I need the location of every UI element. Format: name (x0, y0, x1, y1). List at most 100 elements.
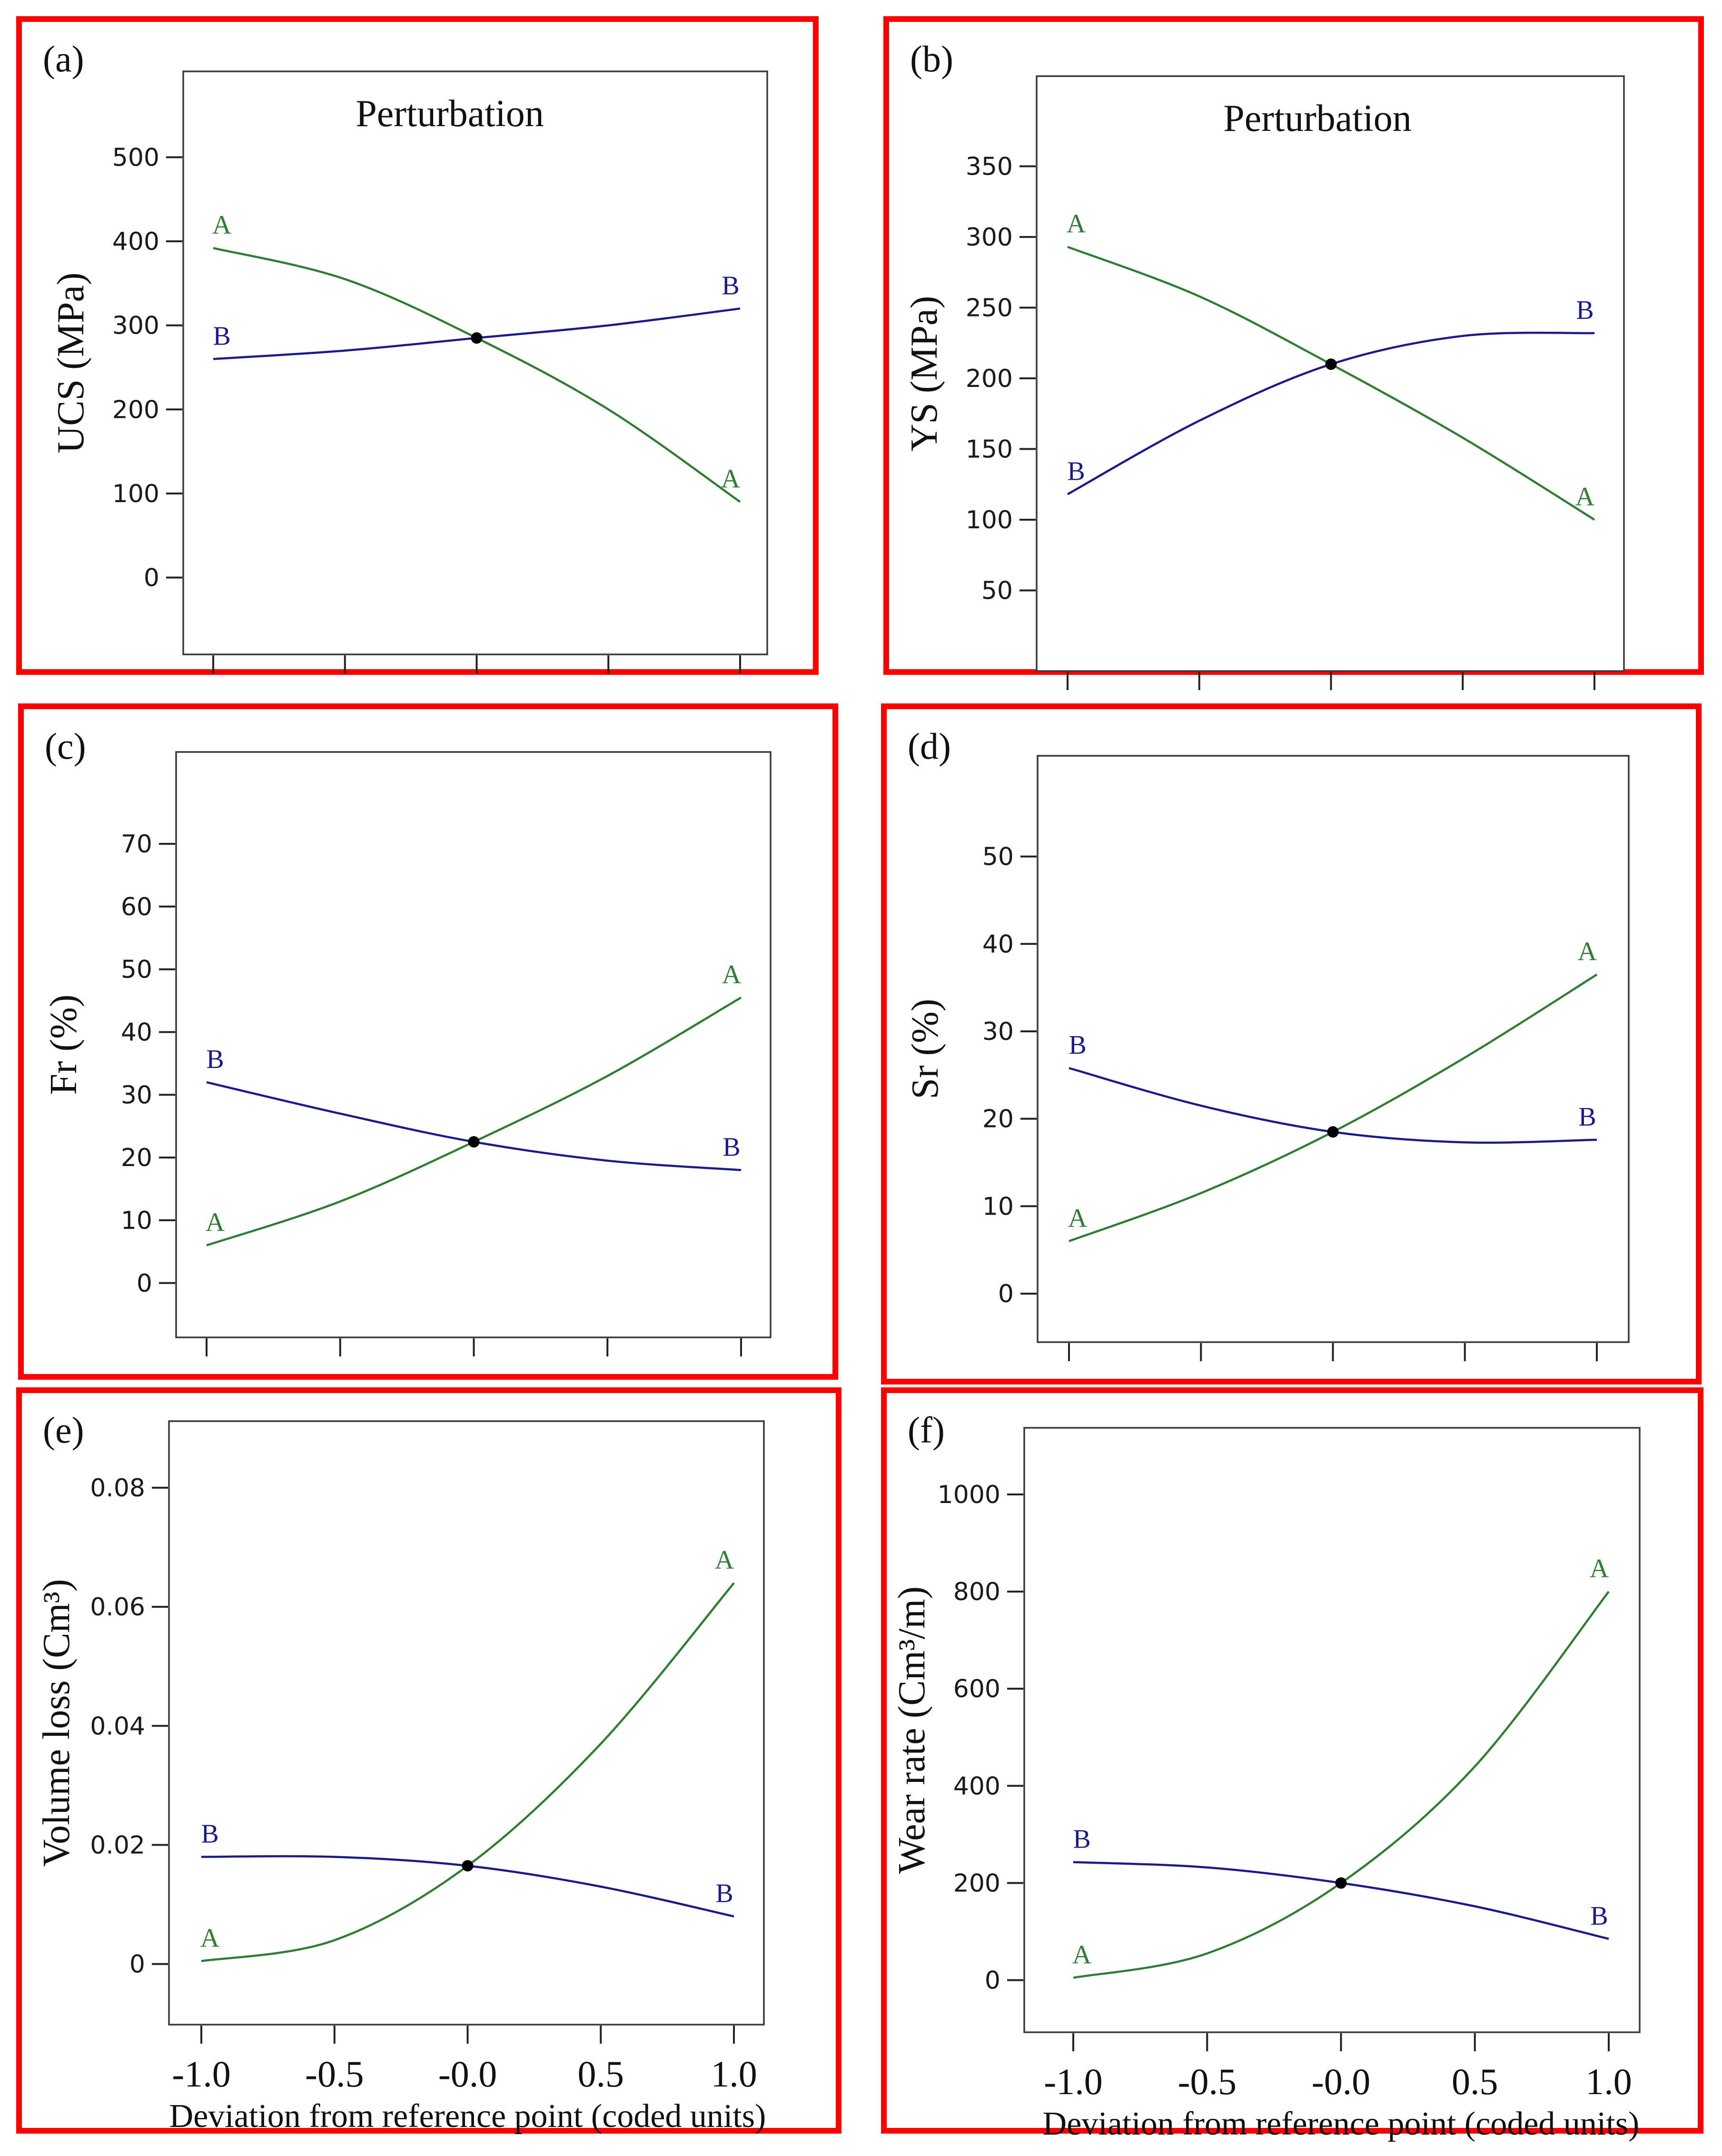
y-tick-label: 600 (953, 1675, 1000, 1703)
series-B-end-label: B (715, 1879, 733, 1909)
series-B-end-label: B (722, 271, 739, 300)
x-tick-label: -0.0 (1312, 2061, 1370, 2102)
reference-point (468, 1136, 480, 1148)
series-A-start-label: A (1067, 209, 1086, 239)
x-axis-label: Deviation from reference point (coded un… (1043, 2106, 1640, 2142)
y-tick-label: 0 (998, 1280, 1014, 1308)
reference-point (1325, 358, 1337, 370)
reference-point (1335, 1877, 1347, 1889)
y-tick-label: 0 (129, 1950, 145, 1979)
panel-c: (c) 0 10 20 30 40 50 60 70 Fr (%) A A B B (18, 703, 838, 1380)
y-tick-label: 300 (966, 223, 1013, 252)
y-tick-label: 20 (982, 1105, 1014, 1134)
y-tick-label: 400 (953, 1772, 1000, 1800)
y-tick-label: 40 (121, 1018, 152, 1047)
panel-frame (16, 1387, 841, 2134)
panel-label: (e) (43, 1409, 84, 1451)
plot-area (1023, 1427, 1641, 2033)
y-tick-label: 1000 (938, 1481, 1000, 1509)
plot-area (168, 1420, 765, 2026)
panel-a: (a) Perturbation 0 100 200 300 400 500 UCS (MPa)… (16, 16, 819, 675)
y-tick-label: 40 (982, 930, 1014, 959)
y-tick-label: 200 (953, 1869, 1000, 1898)
panel-label: (a) (43, 38, 84, 79)
chart-title: Perturbation (1223, 98, 1411, 139)
series-A-line (201, 1582, 735, 1962)
series-B-end-label: B (1576, 296, 1593, 325)
y-axis-label: Fr (%) (43, 994, 85, 1095)
plot-area (1036, 75, 1625, 672)
series-A-end-label: A (722, 960, 742, 989)
x-tick-label: -1.0 (172, 2053, 230, 2095)
reference-point (471, 332, 483, 344)
series-B-end-label: B (722, 1132, 740, 1162)
y-tick-label: 0 (137, 1269, 152, 1298)
y-tick-label: 250 (966, 294, 1013, 322)
series-A-start-label: A (206, 1208, 225, 1237)
chart-title: Perturbation (356, 93, 544, 135)
panel-frame (881, 1387, 1703, 2134)
plot-area (175, 751, 772, 1338)
x-tick-label: -1.0 (1044, 2061, 1102, 2102)
panel-label: (d) (908, 725, 951, 767)
panel-frame (881, 703, 1702, 1385)
panel-f: (f) 0 200 400 600 800 1000 -1.0 -0.5 -0.0 0.5 1.0 We… (881, 1387, 1703, 2142)
y-tick-label: 100 (966, 506, 1013, 534)
series-A-start-label: A (200, 1923, 220, 1953)
y-tick-label: 0 (985, 1967, 1000, 1995)
y-tick-label: 0.04 (90, 1712, 145, 1741)
series-A-start-label: A (212, 210, 232, 240)
y-tick-label: 100 (112, 480, 159, 508)
y-tick-label: 200 (966, 365, 1013, 393)
y-axis-label: Volume loss (Cm³) (36, 1579, 78, 1867)
y-tick-label: 50 (982, 843, 1014, 871)
y-tick-label: 0 (144, 564, 159, 593)
series-B-end-label: B (1590, 1901, 1608, 1931)
x-tick-label: 0.5 (578, 2053, 624, 2095)
y-tick-label: 10 (121, 1207, 152, 1235)
panel-frame (18, 703, 838, 1380)
x-axis-label: Deviation from reference point (coded un… (169, 2098, 766, 2135)
plot-area (1037, 755, 1630, 1343)
y-tick-label: 500 (112, 143, 159, 172)
series-A-end-label: A (1575, 482, 1595, 512)
y-tick-label: 350 (966, 152, 1013, 181)
panel-label: (c) (45, 725, 86, 767)
plot-area (182, 70, 768, 655)
series-B-end-label: B (1578, 1102, 1596, 1132)
series-A-line (1073, 1591, 1610, 1979)
x-tick-label: -0.5 (1178, 2061, 1237, 2102)
reference-point (462, 1860, 474, 1872)
reference-point (1327, 1126, 1339, 1138)
panel-frame (16, 16, 819, 675)
y-tick-label: 30 (982, 1018, 1014, 1046)
panel-d: (d) 0 10 20 30 40 50 Sr (%) A A B B (881, 703, 1702, 1385)
y-tick-label: 50 (981, 576, 1013, 605)
y-tick-label: 0.06 (90, 1593, 145, 1622)
y-tick-label: 30 (121, 1081, 152, 1109)
x-tick-label: -0.0 (438, 2053, 497, 2095)
panel-b: (b) Perturbation 50 100 150 200 250 300 350 YS (M… (883, 16, 1704, 690)
y-tick-label: 0.02 (90, 1831, 145, 1859)
series-A-end-label: A (721, 465, 741, 494)
y-axis-label: UCS (MPa) (50, 272, 92, 453)
series-A-end-label: A (1578, 937, 1597, 967)
y-axis-label: Wear rate (Cm³/m) (891, 1586, 933, 1874)
series-B-start-label: B (213, 321, 230, 351)
series-A-start-label: A (1072, 1940, 1092, 1969)
x-tick-label: 1.0 (711, 2053, 757, 2095)
y-tick-label: 70 (121, 830, 152, 859)
y-tick-label: 10 (982, 1192, 1014, 1221)
panel-label: (b) (910, 38, 953, 79)
panel-label: (f) (908, 1409, 945, 1451)
x-tick-label: 1.0 (1585, 2061, 1632, 2102)
y-tick-label: 20 (121, 1144, 152, 1172)
x-tick-label: -0.5 (305, 2053, 364, 2095)
y-tick-label: 300 (112, 312, 159, 340)
y-tick-label: 50 (121, 956, 152, 984)
y-tick-label: 150 (966, 435, 1013, 464)
y-tick-label: 60 (121, 893, 152, 921)
y-tick-label: 200 (112, 396, 159, 424)
series-B-start-label: B (1073, 1825, 1090, 1854)
